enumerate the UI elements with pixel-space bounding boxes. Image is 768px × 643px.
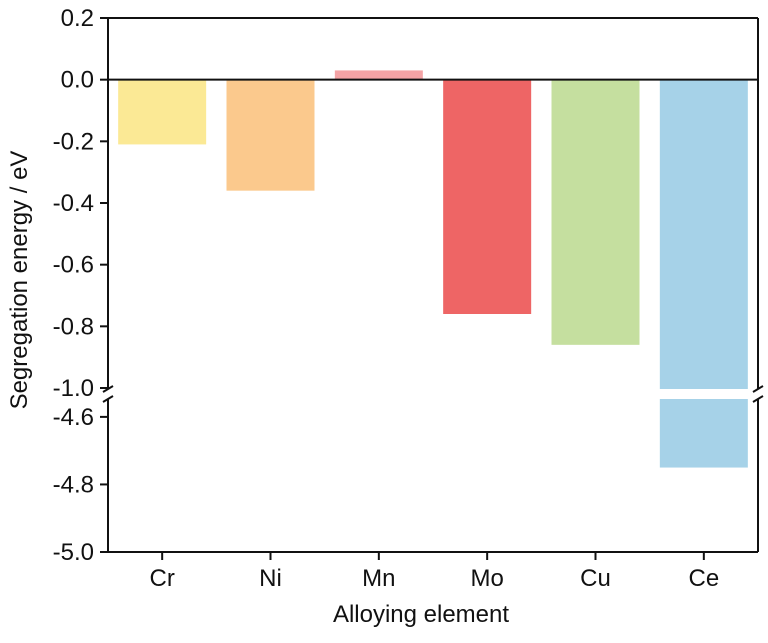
bar-mo — [443, 79, 532, 315]
x-tick-label: Mn — [362, 565, 395, 592]
bars-layer — [118, 70, 748, 468]
bar-mn — [334, 70, 423, 80]
y-axis-label: Segregation energy / eV — [6, 151, 33, 410]
x-tick-label: Cr — [150, 565, 175, 592]
y-tick-label: -1.0 — [53, 375, 94, 402]
break-mark-left-bottom — [102, 395, 114, 403]
bar-ce-lower — [659, 399, 748, 468]
axis-labels: Alloying element Segregation energy / eV — [6, 151, 509, 628]
bar-ce-upper — [659, 79, 748, 390]
bar-cr — [118, 79, 207, 145]
y-tick-label: -5.0 — [53, 539, 94, 566]
axis-ticks: Cr Ni Mn Mo Cu Ce0.20.0-0.2-0.4-0.6-0.8-1.0-4… — [53, 5, 720, 592]
y-tick-label: 0.0 — [61, 67, 94, 94]
break-mark-right-top — [752, 385, 764, 393]
y-tick-label: -4.8 — [53, 471, 94, 498]
break-mark-right-bottom — [752, 395, 764, 403]
y-tick-label: -0.2 — [53, 128, 94, 155]
x-axis-label: Alloying element — [333, 601, 509, 628]
y-tick-label: -0.8 — [53, 313, 94, 340]
x-tick-label: Mo — [470, 565, 503, 592]
bar-cu — [551, 79, 640, 345]
bar-ni — [226, 79, 315, 191]
x-tick-label: Ce — [688, 565, 719, 592]
x-tick-label: Cu — [580, 565, 611, 592]
y-tick-label: -0.6 — [53, 252, 94, 279]
y-tick-label: -0.4 — [53, 190, 94, 217]
y-tick-label: 0.2 — [61, 5, 94, 32]
x-tick-label: Ni — [259, 565, 282, 592]
y-tick-label: -4.6 — [53, 404, 94, 431]
